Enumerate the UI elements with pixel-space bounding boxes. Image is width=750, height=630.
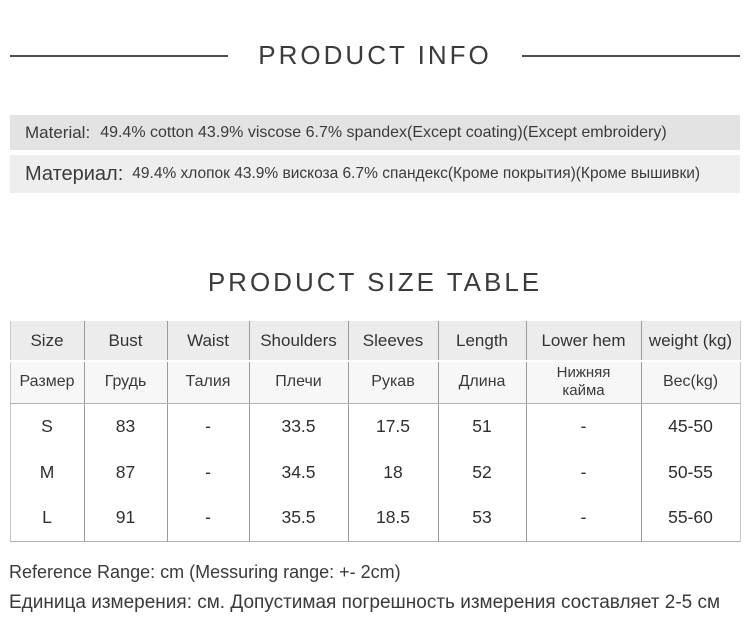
cell-length: 53 [438, 495, 527, 541]
cell-size: L [10, 495, 85, 541]
cell-size: S [10, 403, 85, 449]
cell-shoulders: 34.5 [249, 449, 349, 495]
header-cell-lower-hem-ru: Нижняя кайма [526, 361, 642, 404]
header-cell-lower-hem: Lower hem [526, 321, 642, 362]
material-label-ru: Материал: [25, 162, 124, 185]
material-bar-ru: Материал: 49.4% хлопок 43.9% вискоза 6.7… [10, 155, 740, 193]
size-table: Size Bust Waist Shoulders Sleeves Length… [9, 321, 741, 542]
header-cell-waist: Waist [167, 321, 250, 362]
header-cell-weight: weight (kg) [641, 321, 741, 362]
cell-bust: 83 [84, 403, 168, 449]
header-cell-size-ru: Размер [10, 361, 85, 404]
page-title: PRODUCT INFO [258, 40, 492, 70]
material-bar-en: Material: 49.4% cotton 43.9% viscose 6.7… [10, 115, 740, 150]
header-cell-length: Length [438, 321, 527, 362]
cell-bust: 87 [84, 449, 168, 495]
header-cell-size: Size [10, 321, 85, 362]
cell-waist: - [167, 449, 250, 495]
header-cell-sleeves: Sleeves [348, 321, 439, 362]
material-value-en: 49.4% cotton 43.9% viscose 6.7% spandex(… [100, 123, 667, 141]
header-cell-waist-ru: Талия [167, 361, 250, 404]
cell-shoulders: 33.5 [249, 403, 349, 449]
header-cell-length-ru: Длина [438, 361, 527, 404]
header-cell-weight-ru: Вес(kg) [641, 361, 741, 404]
cell-waist: - [167, 495, 250, 541]
material-value-ru: 49.4% хлопок 43.9% вискоза 6.7% спандекс… [132, 165, 701, 182]
cell-waist: - [167, 403, 250, 449]
material-label-en: Material: [25, 122, 91, 142]
cell-weight: 50-55 [641, 449, 741, 495]
title-rule-right [521, 54, 741, 57]
cell-sleeves: 18 [348, 449, 439, 495]
size-table-header-row-en: Size Bust Waist Shoulders Sleeves Length… [10, 321, 741, 362]
cell-bust: 91 [84, 495, 168, 541]
header-cell-shoulders: Shoulders [249, 321, 349, 362]
table-row-m: M 87 - 34.5 18 52 - 50-55 [10, 449, 741, 495]
note-reference-range: Reference Range: cm (Messuring range: +-… [9, 561, 401, 582]
cell-size: M [10, 449, 85, 495]
cell-lower-hem: - [526, 449, 642, 495]
title-rule-left [10, 54, 229, 57]
header-cell-shoulders-ru: Плечи [249, 361, 349, 404]
cell-length: 52 [438, 449, 527, 495]
table-row-l: L 91 - 35.5 18.5 53 - 55-60 [10, 495, 741, 541]
size-table-header-row-ru: Размер Грудь Талия Плечи Рукав Длина Ниж… [10, 361, 741, 404]
cell-sleeves: 18.5 [348, 495, 439, 541]
header-cell-lower-hem-ru-text: Нижняя кайма [556, 364, 611, 400]
measurement-notes: Reference Range: cm (Messuring range: +-… [9, 562, 740, 614]
header-cell-sleeves-ru: Рукав [348, 361, 439, 404]
cell-weight: 55-60 [641, 495, 741, 541]
cell-length: 51 [438, 403, 527, 449]
cell-weight: 45-50 [641, 403, 741, 449]
header-cell-bust: Bust [84, 321, 168, 362]
cell-lower-hem: - [526, 403, 642, 449]
note-measurement-unit-ru: Единица измерения: см. Допустимая погреш… [9, 591, 721, 613]
header-cell-bust-ru: Грудь [84, 361, 168, 404]
cell-sleeves: 17.5 [348, 403, 439, 449]
table-row-s: S 83 - 33.5 17.5 51 - 45-50 [10, 403, 741, 449]
cell-lower-hem: - [526, 495, 642, 541]
size-table-title: PRODUCT SIZE TABLE [207, 267, 543, 297]
cell-shoulders: 35.5 [249, 495, 349, 541]
product-info-header: PRODUCT INFO [0, 0, 750, 71]
